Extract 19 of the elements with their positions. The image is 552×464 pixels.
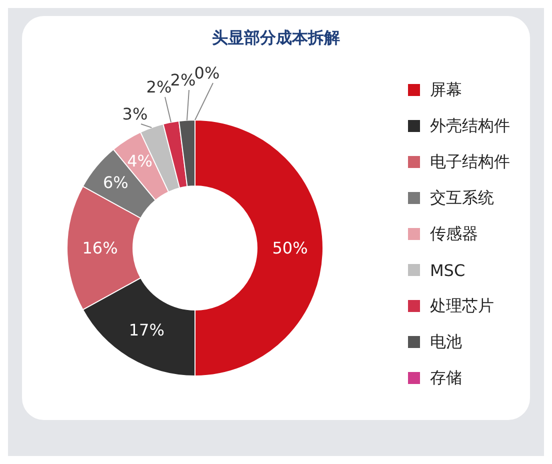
legend-label: 电池 xyxy=(430,332,462,352)
data-label: 2% xyxy=(170,70,196,90)
data-label: 4% xyxy=(127,152,153,171)
legend-label: 屏幕 xyxy=(430,80,462,100)
legend-label: 交互系统 xyxy=(430,188,494,208)
legend-label: MSC xyxy=(430,260,466,280)
legend-label: 传感器 xyxy=(430,224,478,244)
data-label: 2% xyxy=(146,78,172,96)
legend-label: 存储 xyxy=(430,368,462,388)
legend-label: 外壳结构件 xyxy=(430,116,510,136)
data-label: 50% xyxy=(272,238,308,258)
legend-label: 电子结构件 xyxy=(430,152,510,172)
chart-title: 头显部分成本拆解 xyxy=(211,28,341,49)
data-label: 6% xyxy=(102,172,128,192)
legend-label: 处理芯片 xyxy=(430,296,494,316)
data-label: 17% xyxy=(128,320,164,340)
data-label: 16% xyxy=(82,238,118,258)
text: 0% xyxy=(194,64,220,82)
data-label: 3% xyxy=(122,104,148,124)
